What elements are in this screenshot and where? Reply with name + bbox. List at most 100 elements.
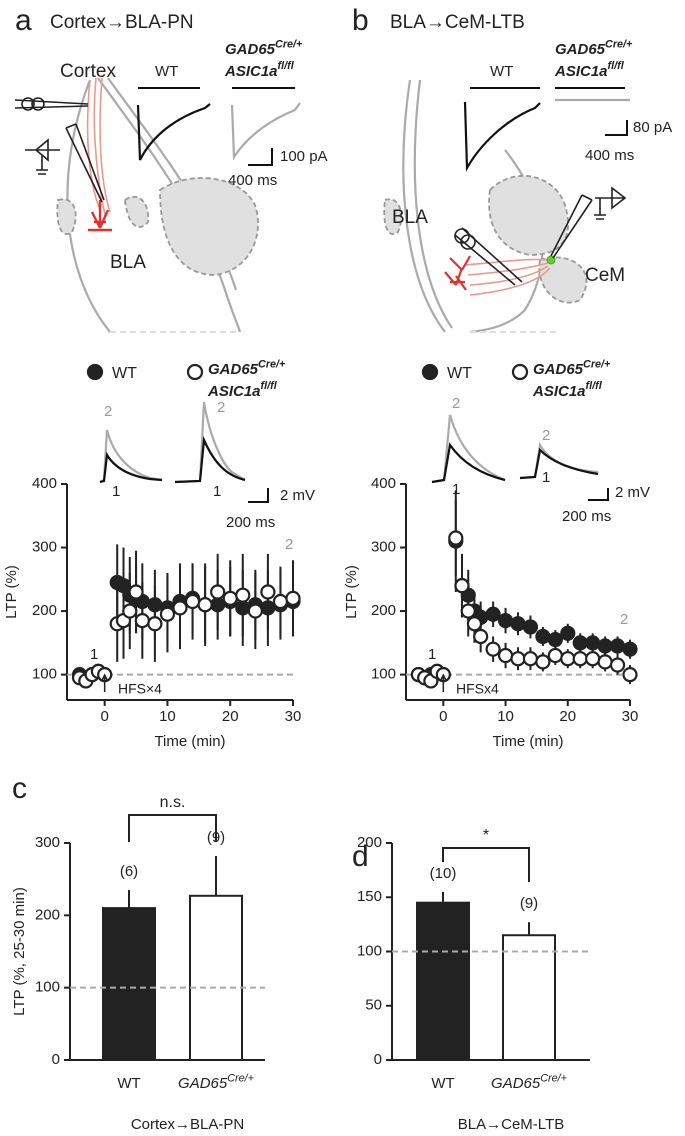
data-point [222, 590, 238, 606]
text-part: WT [117, 1075, 140, 1092]
y-axis-label: LTP (%, 25-30 min) [11, 887, 28, 1016]
x-axis-label: BLA→CeM-LTB [458, 1116, 564, 1133]
data-point [466, 616, 483, 632]
bar [102, 907, 156, 1061]
scale-label: 400 ms [585, 147, 634, 164]
data-point [122, 603, 138, 619]
trace-number: 1 [213, 483, 221, 500]
schematic-a [14, 77, 259, 333]
genotype-label: ASIC1afl/fl [554, 60, 625, 80]
data-point [522, 619, 539, 635]
x-tick-label: 30 [285, 708, 302, 725]
n-label: (9) [520, 895, 538, 912]
x-tick-label: 0 [439, 708, 447, 725]
data-point [560, 651, 576, 667]
text-part: GAD65 [178, 1075, 228, 1092]
data-point [622, 641, 638, 657]
data-point [285, 590, 301, 606]
annotation: 2 [285, 536, 293, 553]
genotype-label: GAD65Cre/+ [533, 358, 611, 378]
bar [189, 894, 243, 1062]
x-tick-label: WT [431, 1075, 454, 1092]
genotype-label: GAD65Cre/+ [225, 38, 303, 58]
scale-label: 80 pA [633, 119, 672, 136]
scale-label: 2 mV [280, 487, 315, 504]
scale-label: 200 ms [226, 514, 275, 531]
x-tick-label: GAD65Cre/+ [491, 1072, 567, 1092]
text-part: ASIC1a [532, 383, 586, 400]
data-point [184, 593, 201, 610]
panel-title: Cortex→BLA-PN [50, 12, 194, 33]
genotype-label: ASIC1afl/fl [532, 380, 603, 400]
data-point [522, 651, 539, 667]
data-point [460, 603, 476, 619]
x-tick-label: 30 [622, 708, 639, 725]
x-axis-label: Cortex→BLA-PN [131, 1116, 244, 1133]
significance-label: * [483, 827, 489, 844]
x-tick-label: 0 [100, 708, 108, 725]
panel-title: BLA→CeM-LTB [390, 12, 525, 33]
superscript: fl/fl [586, 380, 603, 392]
x-tick-label: 20 [222, 708, 239, 725]
text-part: GAD65 [225, 41, 276, 58]
trace-number: 2 [104, 403, 112, 420]
text-part: ASIC1a [554, 63, 608, 80]
panel-letter: b [352, 4, 369, 37]
trace-label: WT [155, 63, 178, 80]
data-point [260, 584, 276, 600]
scale-label: 400 ms [228, 172, 277, 189]
region-label: CeM [585, 265, 625, 286]
y-tick-label: 100 [32, 666, 57, 683]
trace-label: WT [490, 63, 513, 80]
region-label: BLA [110, 252, 146, 273]
trace-number: 2 [452, 395, 460, 412]
text-part: ASIC1a [207, 383, 261, 400]
data-point [585, 635, 601, 651]
data-point [535, 628, 551, 645]
text-part: GAD65 [533, 361, 584, 378]
x-tick-label: 20 [559, 708, 576, 725]
text-part: GAD65 [491, 1075, 541, 1092]
legend-marker [421, 363, 439, 381]
significance-label: n.s. [160, 794, 186, 811]
genotype-label: ASIC1afl/fl [224, 60, 295, 80]
significance-bracket [442, 847, 530, 882]
data-point [473, 628, 489, 645]
scale-label: 200 ms [562, 508, 611, 525]
x-tick-label: 10 [159, 708, 176, 725]
y-tick-label: 100 [371, 666, 396, 683]
stimulus-arrow [439, 673, 448, 692]
data-point [210, 584, 226, 600]
x-tick-label: WT [117, 1075, 140, 1092]
data-point [247, 603, 263, 619]
trace-number: 1 [112, 483, 120, 500]
data-point [134, 612, 150, 629]
data-point [197, 597, 213, 613]
scale-label: 100 pA [280, 148, 328, 165]
panel-letter: a [15, 4, 32, 37]
genotype-label: GAD65Cre/+ [555, 38, 633, 58]
text-part: ASIC1a [224, 63, 278, 80]
annotation: 1 [90, 646, 98, 663]
data-point [485, 606, 501, 622]
bar [502, 934, 556, 1061]
trace-number: 2 [217, 399, 225, 416]
data-point [597, 638, 613, 654]
text-part: WT [431, 1075, 454, 1092]
data-point [485, 641, 501, 657]
data-point [497, 612, 514, 629]
y-tick-label: 300 [35, 834, 60, 851]
y-tick-label: 300 [371, 538, 396, 555]
text-part: GAD65 [555, 41, 606, 58]
data-point [535, 654, 551, 670]
panel-letter: c [12, 772, 27, 805]
superscript: Cre/+ [540, 1072, 567, 1084]
y-tick-label: 200 [371, 602, 396, 619]
data-point [572, 651, 588, 667]
legend-label: WT [112, 365, 137, 382]
y-tick-label: 400 [371, 475, 396, 492]
data-point [454, 578, 470, 594]
data-point [622, 666, 638, 683]
stimulus-label: HFSx4 [456, 681, 499, 697]
data-point [585, 651, 601, 667]
